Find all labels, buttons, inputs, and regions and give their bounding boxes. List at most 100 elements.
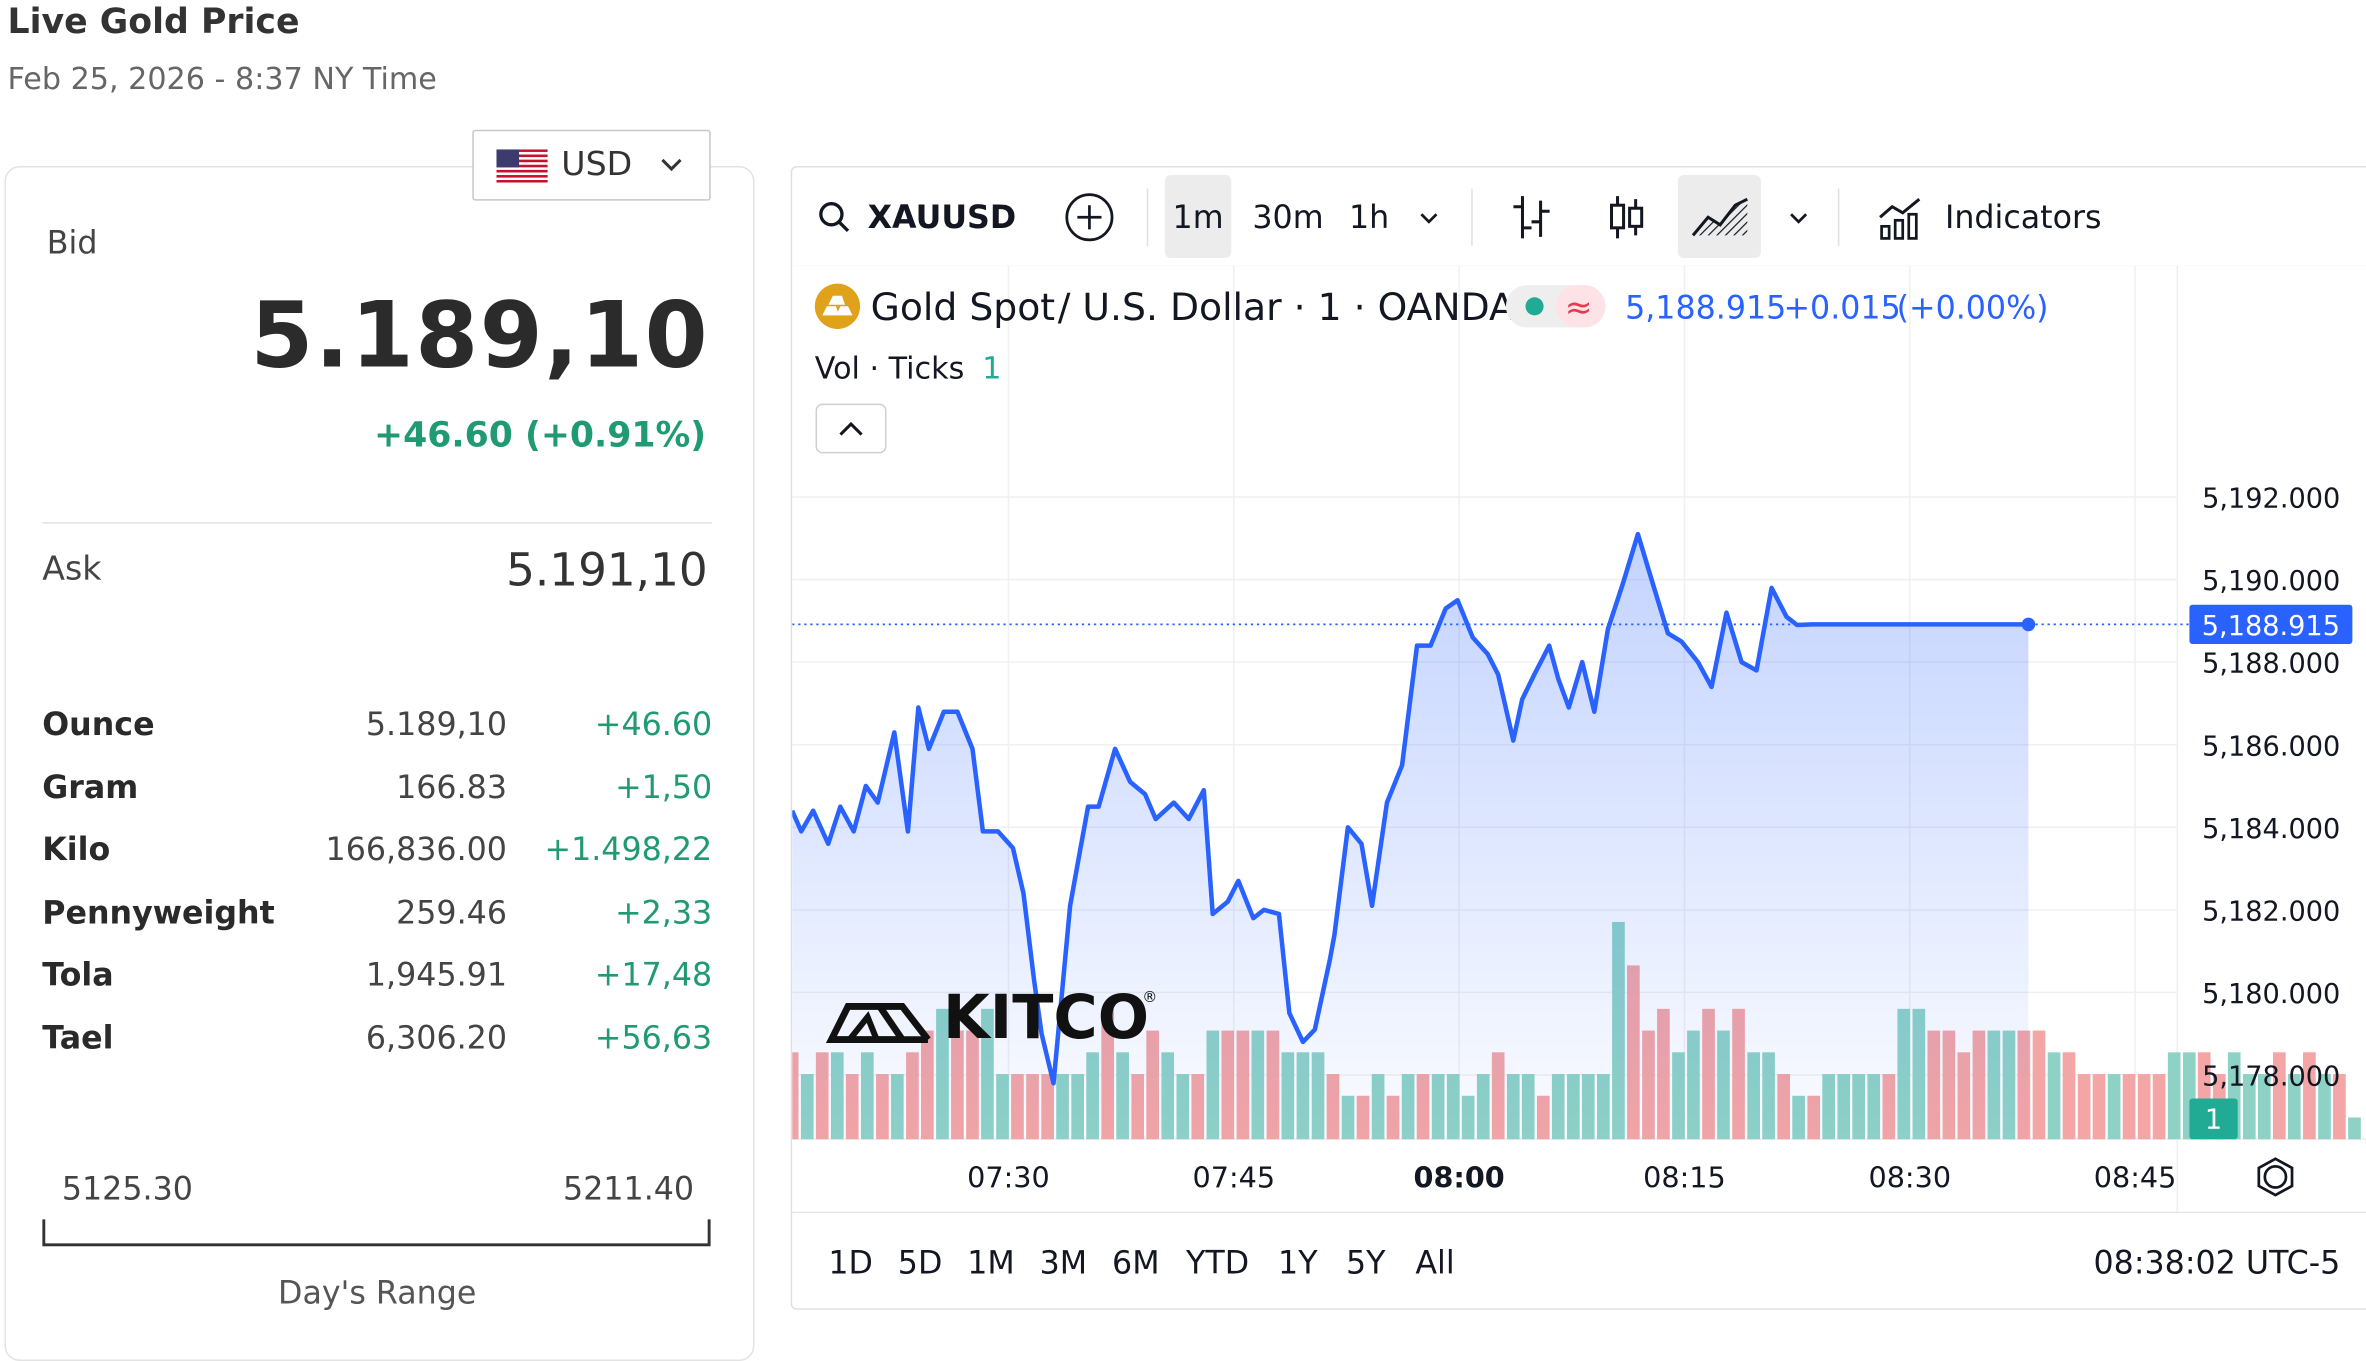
indicators-button[interactable]: Indicators: [1876, 167, 2102, 265]
volume-bar: [2318, 1074, 2331, 1140]
y-tick-label: 5,178.000: [2202, 1062, 2340, 1093]
last-price-tag: [2189, 604, 2353, 645]
area-chart-type-button[interactable]: [1677, 175, 1761, 259]
unit-name: Ounce: [42, 706, 155, 743]
chevron-up-icon: [839, 421, 863, 436]
chevron-down-icon: [1420, 212, 1438, 223]
interval-1h[interactable]: 1h: [1348, 198, 1390, 235]
volume-legend-label: Vol · Ticks: [815, 352, 965, 387]
legend-change: +0.015: [1784, 290, 1901, 326]
y-tick-label: 5,184.000: [2202, 814, 2340, 845]
volume-bar: [2062, 1052, 2076, 1140]
indicators-icon: [1879, 197, 1921, 240]
last-price-marker: [2021, 617, 2036, 632]
chart-clock: 08:38:02 UTC-5: [2093, 1244, 2341, 1282]
plus-circle-icon: [1065, 192, 1114, 241]
range-all[interactable]: All: [1415, 1244, 1455, 1282]
x-tick-label: 08:15: [1643, 1161, 1726, 1195]
volume-bar: [2242, 1074, 2256, 1140]
unit-row-gram: Gram 166.83 +1,50: [42, 770, 712, 815]
indicators-label: Indicators: [1944, 198, 2102, 235]
interval-dropdown[interactable]: [1415, 167, 1442, 265]
interval-1m[interactable]: 1m: [1164, 175, 1232, 259]
price-chart[interactable]: 07:30 07:45 08:00 08:15 08:30 08:45 5,192.000 5…: [792, 265, 2366, 1212]
toolbar-divider: [1471, 188, 1473, 246]
unit-price: 1,945.91: [365, 956, 507, 993]
y-tick-label: 5,190.000: [2202, 566, 2340, 597]
x-tick-label: 08:45: [2094, 1161, 2177, 1195]
unit-row-tael: Tael 6,306.20 +56,63: [42, 1020, 712, 1065]
area-chart-icon: [1691, 197, 1748, 236]
x-tick-label: 08:00: [1414, 1161, 1505, 1195]
legend-instrument: Gold Spot: [871, 285, 1055, 329]
range-5d[interactable]: 5D: [897, 1244, 943, 1282]
volume-bar: [2092, 1074, 2106, 1140]
day-range-high: 5211.40: [563, 1170, 695, 1208]
axes: 07:30 07:45 08:00 08:15 08:30 08:45 5,192.000 5…: [967, 484, 2340, 1195]
unit-name: Tola: [42, 956, 114, 993]
range-bar: 1D 5D 1M 3M 6M YTD 1Y 5Y All 08:38:02 UT…: [792, 1211, 2366, 1309]
chart-widget: XAUUSD 1m 30m 1h: [790, 165, 2366, 1310]
unit-change: +56,63: [594, 1020, 713, 1057]
volume-bar: [2167, 1052, 2181, 1140]
gear-icon: [2263, 1165, 2288, 1189]
volume-bar: [2257, 1074, 2271, 1140]
y-tick-label: 5,180.000: [2202, 979, 2340, 1010]
price-area: [792, 531, 2029, 1140]
range-6m[interactable]: 6M: [1112, 1244, 1160, 1282]
unit-name: Kilo: [42, 831, 111, 868]
volume-bar: [2047, 1052, 2061, 1140]
unit-price: 5.189,10: [365, 706, 507, 743]
bid-change: +46.60 (+0.91%): [374, 416, 707, 456]
range-1y[interactable]: 1Y: [1278, 1244, 1318, 1282]
legend-details: / U.S. Dollar · 1 · OANDA: [1058, 285, 1515, 329]
collapse-legend-button[interactable]: [815, 403, 887, 454]
x-tick-label: 07:45: [1193, 1161, 1276, 1195]
currency-select[interactable]: USD: [472, 129, 711, 201]
watermark-text: KITCO: [943, 983, 1149, 1053]
chart-toolbar: XAUUSD 1m 30m 1h: [792, 167, 2366, 268]
x-tick-label: 07:30: [967, 1161, 1050, 1195]
symbol-label: XAUUSD: [867, 198, 1017, 235]
interval-30m[interactable]: 30m: [1252, 198, 1324, 235]
range-ytd[interactable]: YTD: [1185, 1244, 1250, 1282]
ask-label: Ask: [42, 550, 102, 589]
price-line: [792, 531, 2029, 1086]
ohlc-bars-icon: [1513, 195, 1550, 238]
chevron-down-icon: [1790, 212, 1808, 223]
volume-tag: [2189, 1098, 2238, 1140]
range-5y[interactable]: 5Y: [1345, 1244, 1386, 1282]
legend-change-pct: (+0.00%): [1897, 290, 2049, 326]
range-1d[interactable]: 1D: [828, 1244, 873, 1282]
day-range-low: 5125.30: [61, 1170, 193, 1208]
chart-legend: Gold Spot / U.S. Dollar · 1 · OANDA ≈ 5,…: [814, 283, 2049, 387]
unit-row-pennyweight: Pennyweight 259.46 +2,33: [42, 895, 712, 940]
compare-symbol-button[interactable]: [1064, 167, 1115, 265]
y-tick-label: 5,186.000: [2202, 731, 2340, 762]
x-tick-label: 08:30: [1868, 1161, 1951, 1195]
symbol-search[interactable]: XAUUSD: [816, 167, 1016, 265]
toolbar-divider: [1837, 188, 1840, 246]
last-price-tag-label: 5,188.915: [2202, 611, 2340, 642]
candlestick-icon: [1609, 195, 1644, 238]
range-1m[interactable]: 1M: [967, 1244, 1015, 1282]
volume-bar: [2077, 1074, 2091, 1140]
ask-price: 5.191,10: [506, 544, 708, 598]
unit-price: 6,306.20: [365, 1020, 507, 1057]
bar-chart-type-button[interactable]: [1509, 167, 1554, 265]
volume-bar: [2122, 1074, 2136, 1140]
market-open-dot: [1525, 297, 1544, 316]
unit-name: Pennyweight: [42, 894, 275, 931]
chart-type-dropdown[interactable]: [1785, 167, 1812, 265]
divider: [42, 522, 713, 524]
unit-row-ounce: Ounce 5.189,10 +46.60: [42, 706, 712, 751]
unit-price: 166,836.00: [325, 831, 507, 868]
candles-chart-type-button[interactable]: [1604, 167, 1649, 265]
range-3m[interactable]: 3M: [1039, 1244, 1088, 1282]
axis-tags: 5,188.915 1: [792, 604, 2353, 1140]
volume-bar: [2152, 1074, 2166, 1140]
chart-settings-button[interactable]: [2257, 1157, 2294, 1197]
volume-bar: [2032, 1030, 2046, 1140]
legend-last: 5,188.915: [1625, 290, 1786, 326]
price-area-fill: [792, 534, 2029, 1140]
